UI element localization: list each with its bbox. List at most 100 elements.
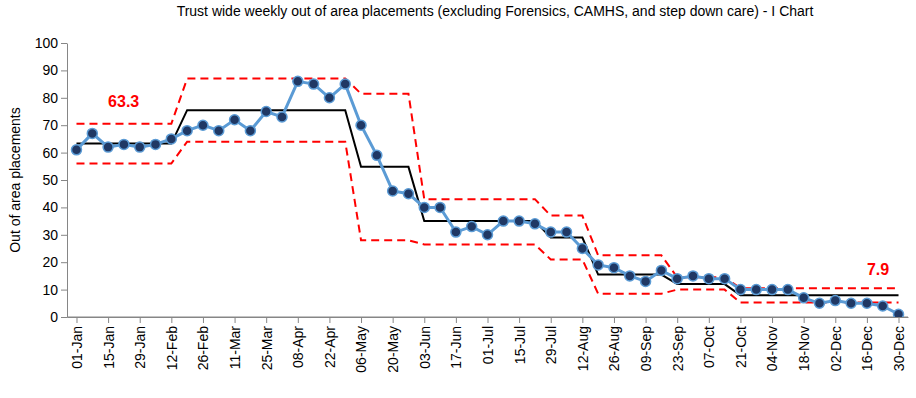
- x-tick: 06-May: [353, 317, 369, 373]
- x-tick-mark: [614, 317, 615, 323]
- x-tick-mark: [329, 317, 330, 323]
- x-tick-mark: [740, 317, 741, 323]
- x-tick-mark: [646, 317, 647, 323]
- point: [751, 285, 761, 295]
- point: [799, 293, 809, 303]
- x-tick-label: 21-Oct: [733, 326, 749, 368]
- point: [577, 244, 587, 254]
- point: [230, 115, 240, 125]
- x-tick-label: 22-Apr: [322, 326, 338, 368]
- point: [245, 126, 255, 136]
- y-tick-label: 70: [42, 117, 58, 133]
- x-tick: 04-Nov: [764, 317, 780, 371]
- x-tick: 17-Jun: [448, 317, 464, 369]
- y-tick-mark: [61, 207, 67, 208]
- annotation: 7.9: [867, 261, 889, 278]
- x-tick: 12-Feb: [164, 317, 180, 370]
- x-axis: 01-Jan 15-Jan 29-Jan 12-Feb 26-Feb 11-Mar 25-M…: [68, 317, 909, 373]
- x-tick: 29-Jul: [543, 317, 559, 364]
- chart: Trust wide weekly out of area placements…: [0, 0, 916, 398]
- y-tick-mark: [61, 98, 67, 99]
- y-tick-mark: [61, 125, 67, 126]
- x-tick-label: 26-Aug: [606, 326, 622, 371]
- x-tick-mark: [551, 317, 552, 323]
- y-axis: 0102030405060708090100: [35, 35, 68, 325]
- x-tick-mark: [677, 317, 678, 323]
- x-tick: 30-Dec: [891, 317, 907, 371]
- x-tick-label: 12-Aug: [575, 326, 591, 371]
- x-tick-label: 18-Nov: [796, 326, 812, 371]
- y-tick-mark: [61, 180, 67, 181]
- point: [182, 126, 192, 136]
- x-tick-label: 15-Jan: [101, 326, 117, 369]
- x-tick: 11-Mar: [227, 317, 243, 369]
- point: [767, 285, 777, 295]
- x-tick-mark: [867, 317, 868, 323]
- x-tick: 12-Aug: [575, 317, 591, 371]
- x-tick-label: 01-Jul: [480, 326, 496, 364]
- y-tick: 0: [50, 309, 67, 325]
- point: [735, 285, 745, 295]
- x-tick-mark: [804, 317, 805, 323]
- x-tick-label: 03-Jun: [417, 326, 433, 369]
- x-tick-label: 07-Oct: [701, 326, 717, 368]
- point: [878, 301, 888, 311]
- y-tick-mark: [61, 43, 67, 44]
- x-tick: 07-Oct: [701, 317, 717, 368]
- x-tick-label: 08-Apr: [290, 326, 306, 368]
- x-tick: 25-Mar: [259, 317, 275, 370]
- y-tick-mark: [61, 153, 67, 154]
- y-tick-mark: [61, 70, 67, 71]
- x-tick-label: 17-Jun: [448, 326, 464, 369]
- x-tick-mark: [519, 317, 520, 323]
- point: [293, 76, 303, 86]
- y-tick-label: 50: [42, 172, 58, 188]
- x-tick-mark: [108, 317, 109, 323]
- x-tick: 08-Apr: [290, 317, 306, 368]
- x-tick-mark: [203, 317, 204, 323]
- point: [103, 142, 113, 152]
- y-tick: 50: [42, 172, 67, 188]
- x-tick-mark: [835, 317, 836, 323]
- x-tick-label: 25-Mar: [259, 326, 275, 371]
- point: [198, 120, 208, 130]
- y-tick-mark: [61, 262, 67, 263]
- y-tick-label: 0: [50, 309, 58, 325]
- point: [435, 202, 445, 212]
- x-tick-mark: [76, 317, 77, 323]
- x-tick: 23-Sep: [670, 317, 686, 371]
- x-tick-mark: [456, 317, 457, 323]
- point: [641, 276, 651, 286]
- x-tick: 02-Dec: [828, 317, 844, 371]
- x-tick-label: 11-Mar: [227, 326, 243, 370]
- point: [419, 202, 429, 212]
- point: [119, 139, 129, 149]
- plot-area: [71, 76, 903, 317]
- x-tick: 15-Jul: [512, 317, 528, 364]
- x-tick: 09-Sep: [638, 317, 654, 371]
- point: [309, 79, 319, 89]
- x-tick: 01-Jul: [480, 317, 496, 364]
- x-tick-mark: [140, 317, 141, 323]
- y-tick-label: 100: [35, 35, 59, 51]
- annotation: 63.3: [108, 93, 139, 110]
- y-tick-mark: [61, 317, 67, 318]
- x-tick-label: 30-Dec: [891, 326, 907, 371]
- point: [166, 134, 176, 144]
- point: [656, 265, 666, 275]
- x-tick-mark: [899, 317, 900, 323]
- x-tick-label: 29-Jan: [132, 326, 148, 369]
- y-tick: 60: [42, 145, 67, 161]
- y-axis-line: [67, 44, 68, 318]
- y-tick: 70: [42, 117, 67, 133]
- series-line: [76, 110, 898, 295]
- x-tick-mark: [266, 317, 267, 323]
- x-tick: 26-Feb: [195, 317, 211, 370]
- y-tick: 10: [42, 282, 67, 298]
- x-tick: 01-Jan: [69, 317, 85, 369]
- y-tick-label: 20: [42, 254, 58, 270]
- point: [372, 150, 382, 160]
- point: [814, 298, 824, 308]
- point: [498, 216, 508, 226]
- x-tick-mark: [488, 317, 489, 323]
